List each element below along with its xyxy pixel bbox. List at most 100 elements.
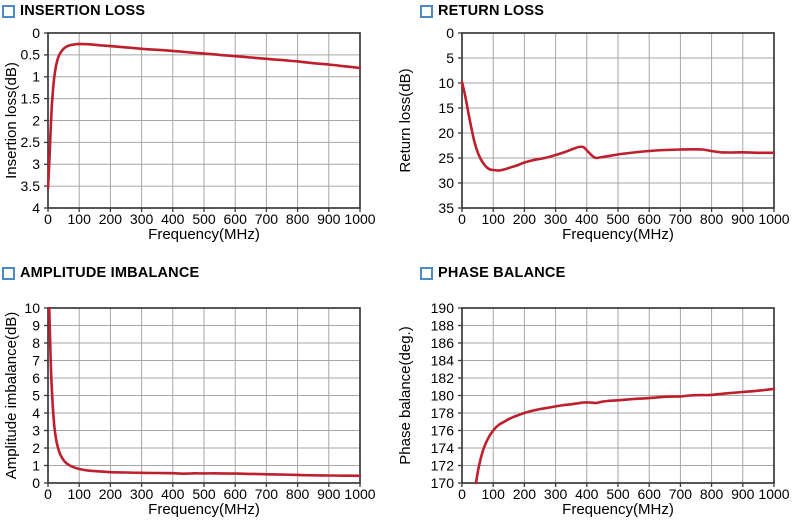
y-tick-label: 25 [438, 150, 454, 166]
x-axis-label: Frequency(MHz) [562, 226, 674, 242]
chart-title-row: INSERTION LOSS [2, 2, 394, 20]
y-tick-label: 5 [446, 50, 454, 66]
x-tick-label: 900 [731, 486, 755, 502]
x-tick-label: 0 [458, 486, 466, 502]
x-tick-label: 1000 [758, 211, 789, 227]
bullet-square-icon [420, 266, 433, 280]
x-tick-label: 900 [731, 211, 755, 227]
x-tick-label: 400 [161, 486, 185, 502]
y-tick-label: 3.5 [21, 178, 41, 194]
x-tick-label: 900 [317, 486, 341, 502]
y-tick-label: 8 [32, 335, 40, 351]
x-tick-label: 300 [544, 211, 568, 227]
y-axis-label: Return loss(dB) [397, 68, 414, 172]
y-tick-label: 4 [32, 200, 40, 216]
y-tick-label: 4 [32, 405, 40, 421]
insertion-loss-chart: 00.511.522.533.540 100 200 300 400 500 600 700 8… [3, 25, 376, 242]
x-axis-label: Frequency(MHz) [148, 501, 260, 517]
y-tick-label: 2.5 [21, 134, 41, 150]
x-tick-label: 400 [575, 486, 599, 502]
y-axis-label: Amplitude imbalance(dB) [3, 312, 20, 480]
plot-border [47, 32, 361, 209]
x-tick-label: 800 [700, 211, 724, 227]
x-tick-label: 400 [161, 211, 185, 227]
y-tick-label: 10 [438, 75, 454, 91]
x-tick-label: 600 [224, 486, 248, 502]
x-tick-label: 1000 [758, 486, 789, 502]
chart-title-row: RETURN LOSS [420, 2, 793, 20]
x-tick-label: 200 [99, 211, 123, 227]
x-tick-label: 600 [224, 211, 248, 227]
bullet-square-icon [420, 4, 433, 18]
y-tick-label: 172 [431, 457, 455, 473]
chart-panel-insertion-loss: INSERTION LOSS 0 0.5 1 1.5 2 2.5 3 3.5 4 0 100 200 3… [2, 2, 394, 242]
x-tick-label: 300 [544, 486, 568, 502]
y-tick-label: 182 [431, 370, 455, 386]
x-tick-label: 500 [192, 486, 216, 502]
y-tick-label: 0 [32, 475, 40, 491]
x-tick-label: 100 [68, 486, 92, 502]
x-tick-label: 600 [638, 211, 662, 227]
y-tick-label: 174 [431, 440, 455, 456]
x-tick-label: 0 [44, 211, 52, 227]
bullet-square-icon [2, 4, 15, 18]
plot-border [461, 32, 775, 209]
y-tick-label: 6 [32, 370, 40, 386]
y-tick-label: 176 [431, 422, 455, 438]
chart-panel-amplitude-imbalance: AMPLITUDE IMBALANCE 10 9 8 7 6 5 4 3 2 1 0 0 100 200 3… [2, 264, 394, 517]
x-tick-label: 200 [513, 211, 537, 227]
y-tick-label: 186 [431, 335, 455, 351]
x-tick-label: 1000 [344, 211, 375, 227]
chart-title-row: AMPLITUDE IMBALANCE [2, 264, 394, 282]
y-axis-label: Insertion loss(dB) [3, 62, 20, 179]
x-tick-label: 200 [99, 486, 123, 502]
x-tick-label: 800 [286, 486, 310, 502]
x-axis-label: Frequency(MHz) [148, 226, 260, 242]
y-tick-label: 10 [24, 300, 40, 316]
x-tick-label: 700 [255, 211, 279, 227]
x-tick-label: 100 [482, 486, 506, 502]
y-tick-label: 0 [32, 25, 40, 41]
x-tick-label: 700 [669, 486, 693, 502]
y-tick-label: 15 [438, 100, 454, 116]
return-loss-curve [461, 80, 775, 172]
phase-balance-curve [474, 387, 775, 485]
plot-border [47, 307, 361, 484]
y-tick-label: 190 [431, 300, 455, 316]
x-tick-label: 100 [482, 211, 506, 227]
y-tick-label: 1 [32, 69, 40, 85]
amplitude-imbalance-curve [47, 306, 361, 478]
chart-title: INSERTION LOSS [20, 3, 146, 19]
x-tick-label: 700 [255, 486, 279, 502]
y-tick-label: 3 [32, 156, 40, 172]
x-tick-label: 800 [286, 211, 310, 227]
y-axis-label: Phase balance(deg.) [397, 326, 414, 464]
y-tick-label: 20 [438, 125, 454, 141]
x-tick-label: 900 [317, 211, 341, 227]
x-tick-label: 700 [669, 211, 693, 227]
chart-panel-return-loss: RETURN LOSS 0 5 10 15 20 25 30 35 0 100 200 300 400 5… [396, 2, 793, 242]
y-tick-label: 7 [32, 352, 40, 368]
x-tick-label: 0 [458, 211, 466, 227]
x-tick-label: 300 [130, 486, 154, 502]
y-tick-label: 1 [32, 457, 40, 473]
x-tick-label: 300 [130, 211, 154, 227]
x-tick-label: 1000 [344, 486, 375, 502]
x-tick-label: 100 [68, 211, 92, 227]
plot-border [461, 307, 775, 484]
y-tick-label: 35 [438, 200, 454, 216]
y-tick-label: 2 [32, 440, 40, 456]
y-tick-label: 180 [431, 387, 455, 403]
y-tick-label: 178 [431, 405, 455, 421]
chart-title: AMPLITUDE IMBALANCE [20, 265, 200, 281]
x-tick-label: 800 [700, 486, 724, 502]
chart-title: PHASE BALANCE [438, 265, 566, 281]
x-tick-label: 200 [513, 486, 537, 502]
y-tick-label: 184 [431, 352, 455, 368]
x-tick-label: 0 [44, 486, 52, 502]
y-tick-label: 5 [32, 387, 40, 403]
y-tick-label: 30 [438, 175, 454, 191]
